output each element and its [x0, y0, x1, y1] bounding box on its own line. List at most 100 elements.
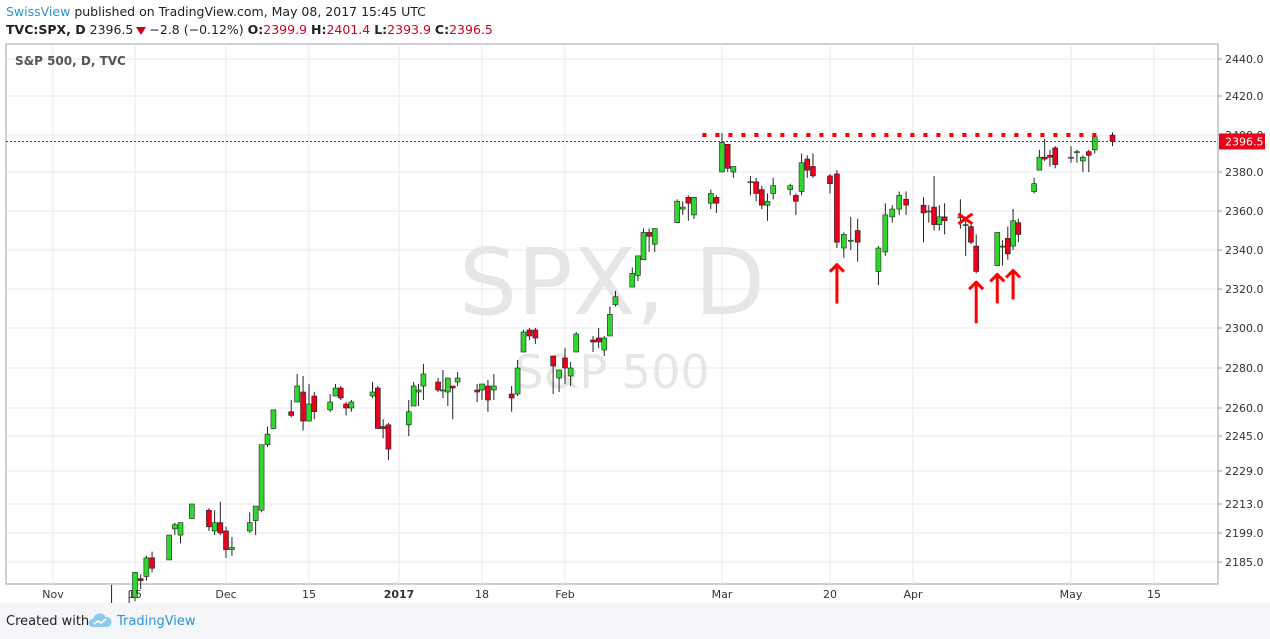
candle[interactable]	[294, 374, 300, 403]
candle[interactable]	[713, 195, 720, 213]
candle[interactable]	[562, 348, 568, 384]
candle[interactable]	[827, 173, 833, 194]
candle[interactable]	[679, 201, 686, 215]
candle[interactable]	[793, 193, 799, 215]
candle[interactable]	[385, 422, 392, 461]
candle[interactable]	[166, 534, 172, 561]
candle[interactable]	[1015, 218, 1022, 243]
candle[interactable]	[903, 191, 909, 215]
candle[interactable]	[556, 369, 562, 392]
candle[interactable]	[889, 205, 896, 223]
candle[interactable]	[612, 290, 619, 307]
candle[interactable]	[841, 232, 847, 258]
candle[interactable]	[601, 336, 608, 356]
candle[interactable]	[1068, 146, 1074, 163]
candle[interactable]	[229, 537, 235, 556]
candle[interactable]	[246, 512, 253, 533]
candle[interactable]	[719, 133, 725, 173]
candle[interactable]	[211, 510, 218, 536]
tradingview-link[interactable]: TradingView	[117, 614, 196, 629]
candle[interactable]	[550, 355, 556, 394]
candle[interactable]	[1041, 138, 1048, 161]
candle[interactable]	[1052, 146, 1058, 169]
candle[interactable]	[931, 175, 937, 231]
candle[interactable]	[177, 522, 184, 544]
candle[interactable]	[264, 426, 271, 447]
candle[interactable]	[834, 170, 840, 249]
candle[interactable]	[270, 409, 277, 429]
candle[interactable]	[449, 385, 456, 420]
candle[interactable]	[445, 377, 451, 406]
candle[interactable]	[804, 155, 811, 178]
candle[interactable]	[479, 383, 485, 400]
candle[interactable]	[798, 153, 805, 196]
candle[interactable]	[1031, 177, 1037, 194]
candle[interactable]	[337, 386, 344, 400]
candle[interactable]	[172, 522, 178, 536]
candle[interactable]	[189, 503, 195, 519]
candle[interactable]	[306, 384, 312, 422]
candle[interactable]	[607, 306, 613, 337]
candle[interactable]	[137, 574, 144, 589]
candle[interactable]	[854, 218, 861, 262]
candle[interactable]	[685, 195, 692, 221]
candle[interactable]	[896, 191, 902, 215]
candle[interactable]	[707, 189, 714, 210]
candle[interactable]	[968, 224, 974, 245]
candle[interactable]	[770, 177, 776, 200]
candle[interactable]	[327, 394, 333, 412]
author-link[interactable]: SwissView	[6, 4, 71, 19]
candle[interactable]	[920, 197, 927, 243]
candle[interactable]	[514, 360, 521, 396]
candle[interactable]	[1074, 149, 1080, 163]
time-axis[interactable]: Nov 15 Dec 15 2017 18 Feb Mar 20 Apr May 15	[42, 588, 1161, 601]
candle[interactable]	[143, 555, 150, 581]
candlestick-chart[interactable]: SPX, D S&P 500 S&P 500, D, TVC 2440.0242…	[0, 0, 1270, 603]
candle[interactable]	[994, 232, 1001, 266]
price-axis[interactable]: 2440.02420.02400.02380.02360.02340.02320…	[1218, 53, 1264, 569]
candle[interactable]	[973, 234, 980, 274]
candle[interactable]	[691, 197, 697, 219]
candle[interactable]	[300, 376, 306, 431]
candle[interactable]	[206, 508, 212, 531]
candle[interactable]	[415, 384, 422, 406]
candle[interactable]	[410, 382, 417, 407]
candle[interactable]	[1085, 149, 1092, 172]
candle[interactable]	[1080, 155, 1086, 172]
candle[interactable]	[132, 572, 138, 602]
candle[interactable]	[724, 143, 731, 172]
candle[interactable]	[127, 591, 132, 603]
candle[interactable]	[941, 203, 948, 235]
candle[interactable]	[882, 203, 889, 256]
candle[interactable]	[674, 199, 680, 224]
candle[interactable]	[787, 183, 794, 196]
candle[interactable]	[567, 362, 574, 386]
candle[interactable]	[420, 364, 427, 400]
candle[interactable]	[1036, 149, 1043, 171]
candle[interactable]	[573, 332, 580, 353]
candle[interactable]	[508, 386, 515, 412]
candle[interactable]	[875, 246, 882, 286]
candle[interactable]	[640, 228, 647, 261]
candle[interactable]	[288, 400, 295, 418]
candle[interactable]	[405, 400, 412, 436]
candle[interactable]	[590, 336, 596, 352]
candle[interactable]	[454, 372, 461, 386]
candle[interactable]	[629, 267, 636, 288]
candle[interactable]	[520, 330, 527, 353]
candle[interactable]	[753, 177, 759, 202]
candle[interactable]	[532, 328, 539, 344]
candle[interactable]	[1109, 132, 1116, 147]
candle[interactable]	[348, 400, 355, 412]
candle[interactable]	[109, 584, 114, 603]
candle[interactable]	[810, 153, 816, 178]
candle[interactable]	[962, 220, 969, 256]
candle[interactable]	[651, 228, 658, 252]
candle[interactable]	[730, 166, 737, 178]
candle[interactable]	[435, 378, 441, 392]
candle[interactable]	[375, 386, 381, 429]
candle[interactable]	[595, 328, 602, 348]
candle[interactable]	[646, 228, 652, 252]
candle[interactable]	[223, 526, 229, 558]
candle[interactable]	[485, 380, 491, 412]
